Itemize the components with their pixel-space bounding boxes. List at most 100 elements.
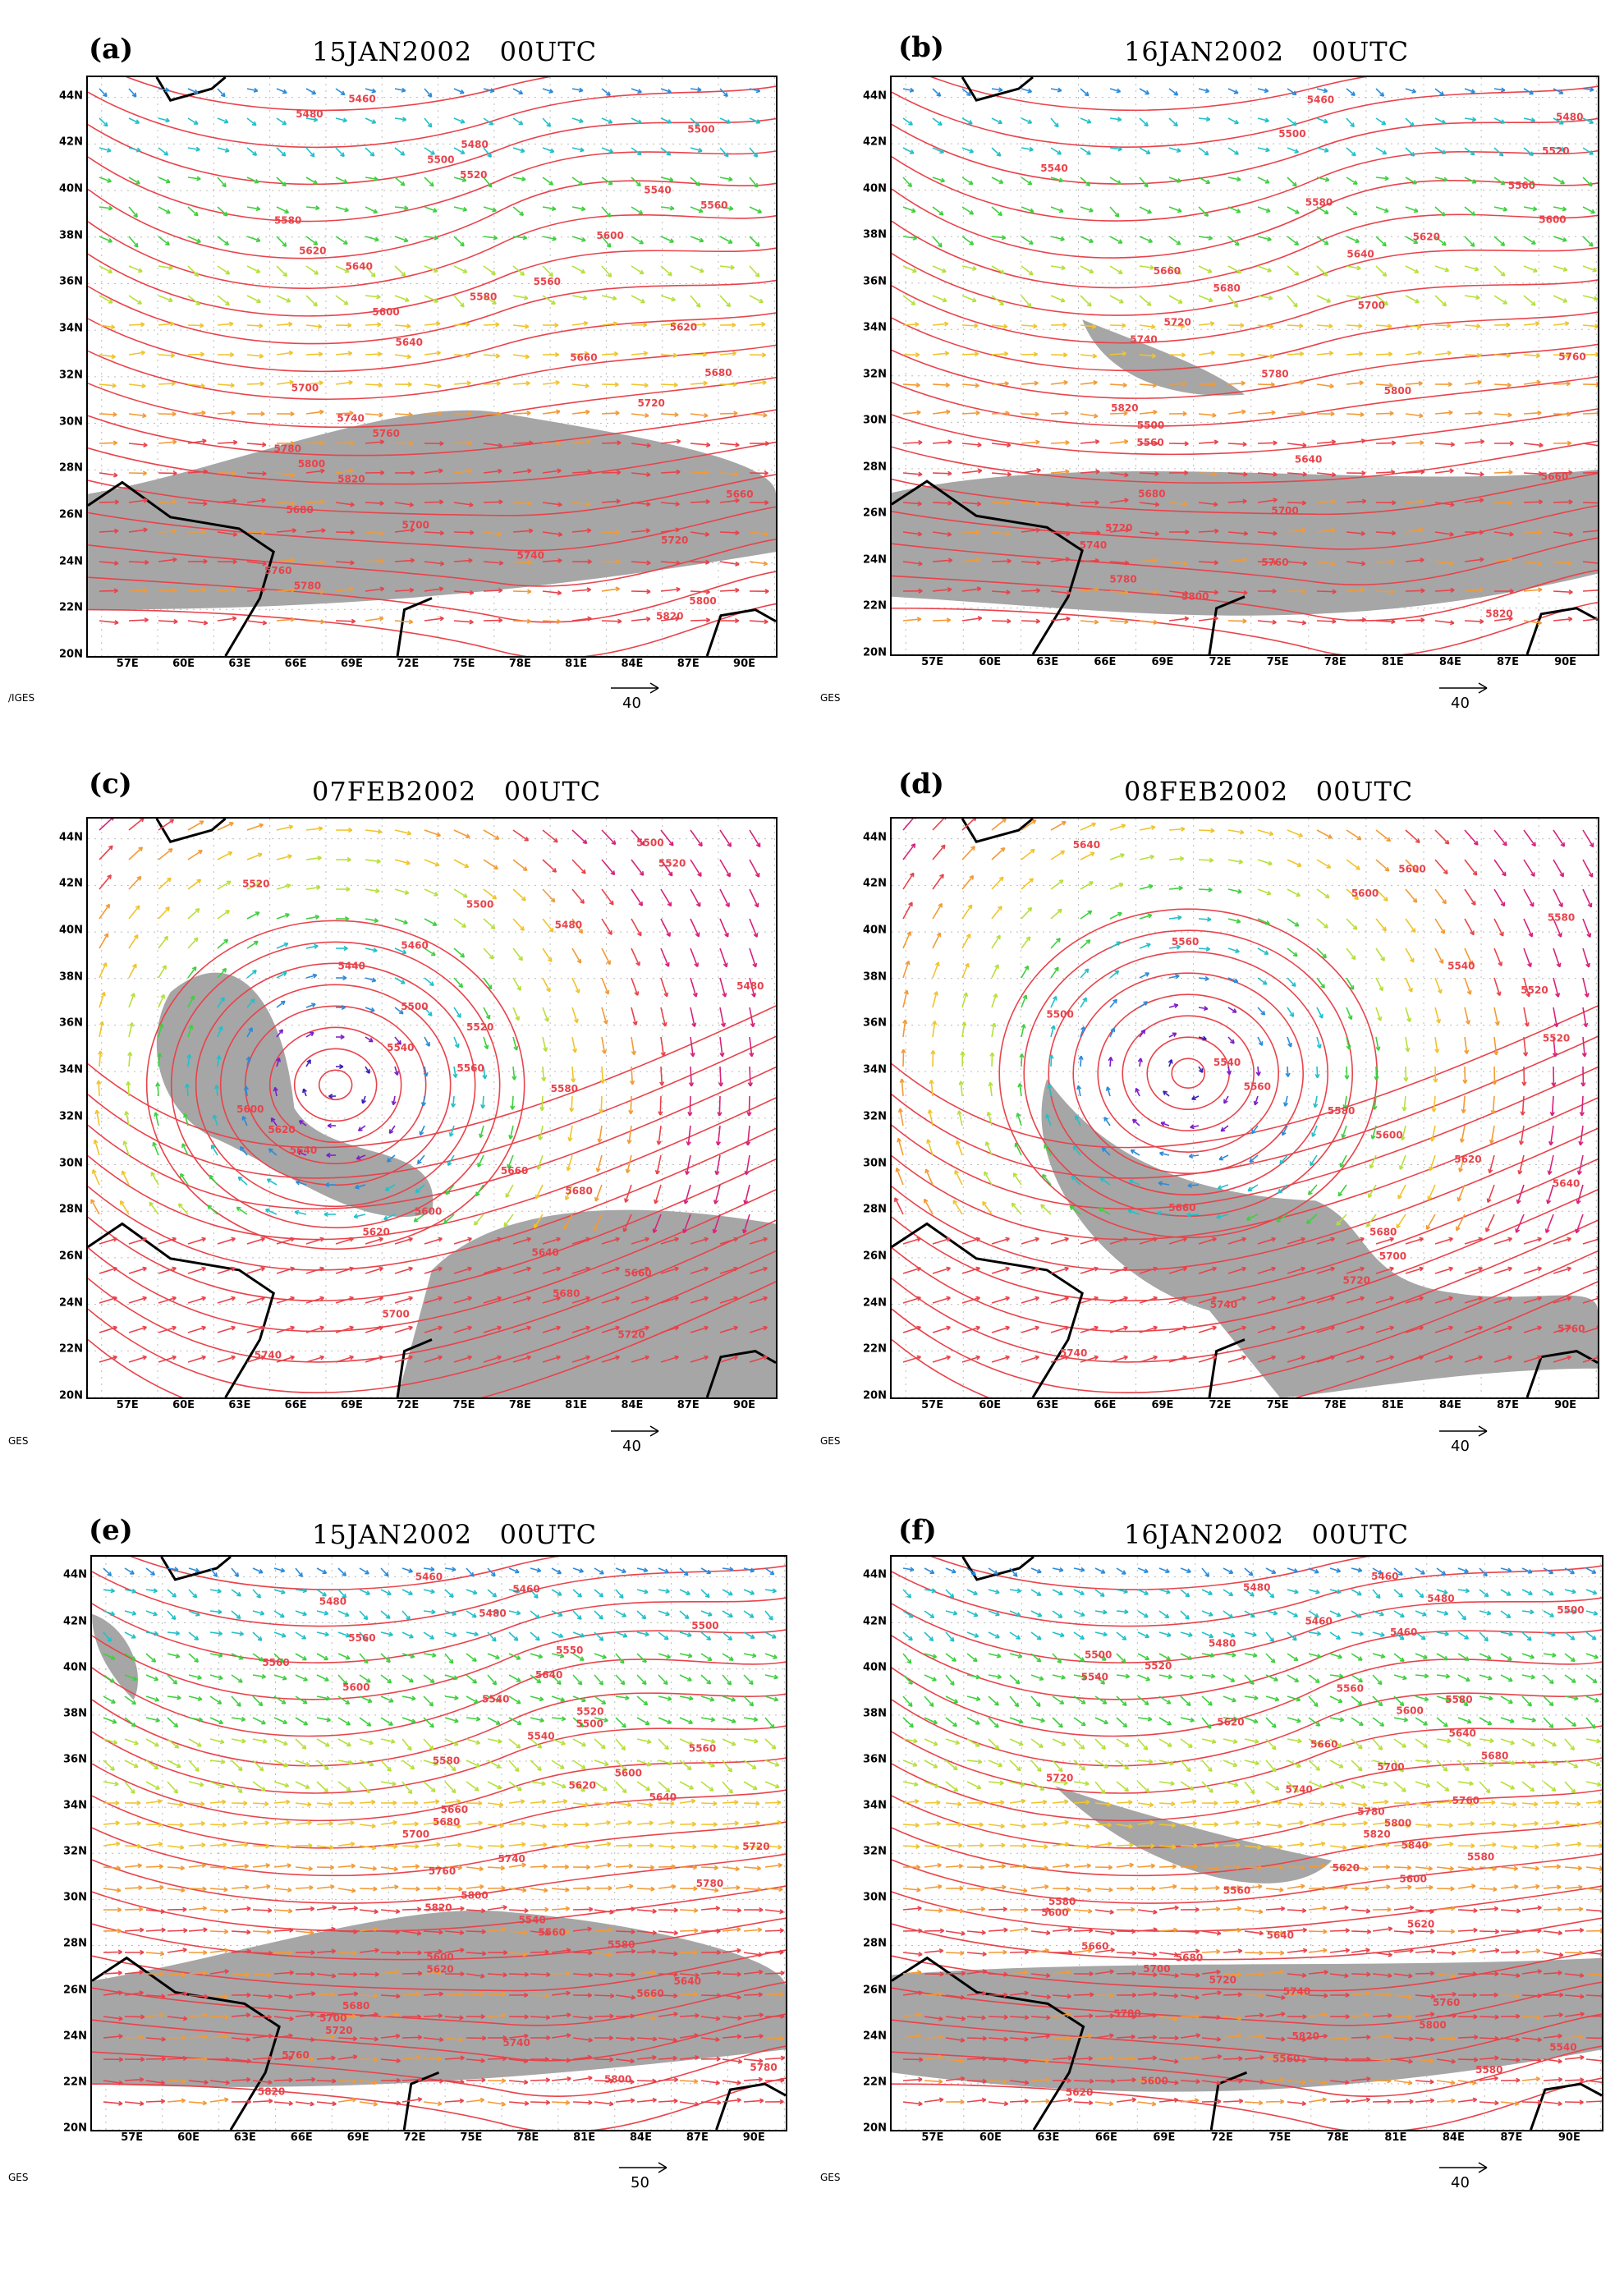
contour-label: 5540 (1040, 163, 1067, 174)
panel-title: 15JAN2002 00UTC (312, 1519, 598, 1550)
latitude-tick-label: 36N (63, 1753, 87, 1766)
contour-label: 5640 (649, 1792, 677, 1803)
longitude-tick-label: 63E (1036, 656, 1059, 668)
latitude-tick-label: 28N (59, 461, 83, 475)
latitude-tick-label: 26N (863, 1984, 887, 1997)
contour-labels: 5460 5480 5500 5480 5500 5520 5540 5560 5580 5600… (264, 93, 754, 622)
contour-label: 5520 (576, 1706, 603, 1718)
panel-letter: (f) (898, 1514, 937, 1547)
panel-a: (a) 15JAN2002 00UTC 44N 42N 40N 38N 36N 34N 32N 3… (0, 0, 812, 743)
contour-label: 5640 (1073, 839, 1100, 851)
contour-label: 5500 (401, 1001, 428, 1012)
contour-label: 5820 (424, 1902, 452, 1914)
latitude-tick-label: 42N (863, 135, 887, 149)
panel-title: 16JAN2002 00UTC (1124, 36, 1410, 67)
contour-label: 5660 (624, 1267, 651, 1278)
panel-title: 15JAN2002 00UTC (312, 36, 598, 67)
longitude-tick-label: 57E (921, 1399, 944, 1411)
longitude-tick-label: 66E (290, 2131, 313, 2144)
latitude-tick-label: 32N (863, 1110, 887, 1123)
longitude-tick-label: 66E (1094, 2131, 1117, 2144)
contour-label: 5640 (346, 260, 373, 272)
latitude-tick-label: 42N (863, 1615, 887, 1628)
contour-label: 5560 (689, 1742, 716, 1754)
contour-label: 5700 (1143, 1963, 1170, 1975)
longitude-tick-label: 87E (1497, 656, 1519, 668)
contour-label: 5840 (1402, 1840, 1429, 1851)
contour-label: 5680 (553, 1287, 580, 1299)
contour-label: 5640 (1553, 1178, 1580, 1190)
contour-label: 5540 (1081, 1672, 1108, 1683)
wind-speed-shading (892, 1786, 1602, 2092)
contour-label: 5620 (1066, 2086, 1093, 2098)
latitude-tick-label: 42N (59, 877, 83, 890)
wind-vectors (99, 87, 770, 626)
contour-label: 5800 (1419, 2019, 1446, 2030)
longitude-tick-label: 75E (460, 2131, 483, 2144)
contour-label: 5580 (1548, 911, 1575, 923)
longitude-tick-label: 90E (1557, 2131, 1580, 2144)
wind-speed-shading (88, 410, 776, 610)
latitude-tick-label: 44N (863, 831, 887, 844)
contour-label: 5780 (1113, 2008, 1140, 2020)
contour-label: 5600 (1398, 863, 1425, 874)
longitude-tick-label: 81E (573, 2131, 596, 2144)
contour-label: 5620 (568, 1779, 595, 1791)
contour-label: 5680 (1369, 1227, 1397, 1238)
wind-speed-shading (156, 972, 776, 1397)
contour-label: 5580 (274, 215, 301, 227)
longitude-tick-label: 84E (621, 658, 644, 670)
contour-label: 5700 (319, 2012, 346, 2024)
panel-letter: (b) (898, 31, 944, 64)
reference-vector-label: 40 (1451, 2174, 1470, 2191)
contour-label: 5640 (396, 337, 423, 348)
contour-label: 5760 (282, 2049, 309, 2061)
contour-label: 5820 (337, 474, 365, 485)
reference-vector-arrow (611, 1425, 659, 1437)
contour-label: 5580 (1475, 2064, 1502, 2076)
contour-label: 5520 (658, 858, 686, 869)
map-canvas: 5460 5460 5480 5480 5500 5560 5550 5560 5640 5600… (92, 1557, 786, 2130)
contour-label: 5600 (1140, 2076, 1168, 2087)
contour-label: 5660 (570, 351, 597, 363)
longitude-tick-label: 75E (452, 658, 475, 670)
contour-label: 5500 (1085, 1649, 1112, 1660)
reference-vector-label: 40 (1451, 1438, 1470, 1455)
contour-label: 5760 (264, 565, 291, 576)
contour-label: 5560 (539, 1926, 566, 1938)
contour-label: 5820 (1485, 608, 1512, 619)
latitude-tick-label: 44N (59, 831, 83, 844)
contour-label: 5740 (1285, 1783, 1312, 1795)
contour-label: 5440 (338, 960, 365, 971)
latitude-tick-label: 20N (863, 646, 887, 659)
contour-labels: 5460 5460 5480 5480 5500 5560 5550 5560 5640 5600… (258, 1571, 778, 2097)
contour-label: 5580 (433, 1755, 460, 1766)
panel-d: (d) 08FEB2002 00UTC 44N 42N 40N 38N 36N 34N 32N 3… (812, 743, 1624, 1486)
contour-label: 5480 (296, 108, 323, 120)
contour-labels: 5460 5480 5500 5520 5540 5560 5580 5600 5620 5640… (1040, 94, 1585, 620)
latitude-tick-label: 38N (863, 970, 887, 984)
contour-labels: 5460 5480 5480 5500 5460 5460 5480 5500 5520 5540… (1041, 1571, 1584, 2098)
contour-label: 5540 (1549, 2042, 1576, 2053)
latitude-tick-label: 22N (863, 2076, 887, 2089)
latitude-tick-label: 32N (59, 369, 83, 382)
contour-label: 5640 (535, 1669, 562, 1681)
contour-label: 5560 (1244, 1081, 1271, 1093)
latitude-tick-label: 30N (863, 1891, 887, 1904)
map-plot: 5640 5600 5600 5580 5560 5540 5520 5500 5520 5540… (890, 817, 1599, 1399)
contour-label: 5740 (1130, 334, 1157, 346)
longitude-tick-label: 60E (979, 1399, 1002, 1411)
longitude-tick-label: 75E (1266, 1399, 1289, 1411)
latitude-tick-label: 34N (863, 321, 887, 334)
reference-vector-label: 40 (622, 1438, 641, 1455)
latitude-tick-label: 32N (863, 1845, 887, 1858)
contour-label: 5780 (750, 2062, 777, 2073)
contour-label: 5500 (691, 1620, 718, 1631)
contour-label: 5600 (1041, 1907, 1068, 1919)
contour-label: 5660 (1154, 265, 1181, 277)
contour-label: 5460 (348, 93, 375, 104)
longitude-tick-label: 78E (1326, 2131, 1349, 2144)
coastline (892, 819, 1598, 1397)
latitude-tick-label: 20N (59, 648, 83, 661)
contour-label: 5560 (1273, 2053, 1300, 2064)
